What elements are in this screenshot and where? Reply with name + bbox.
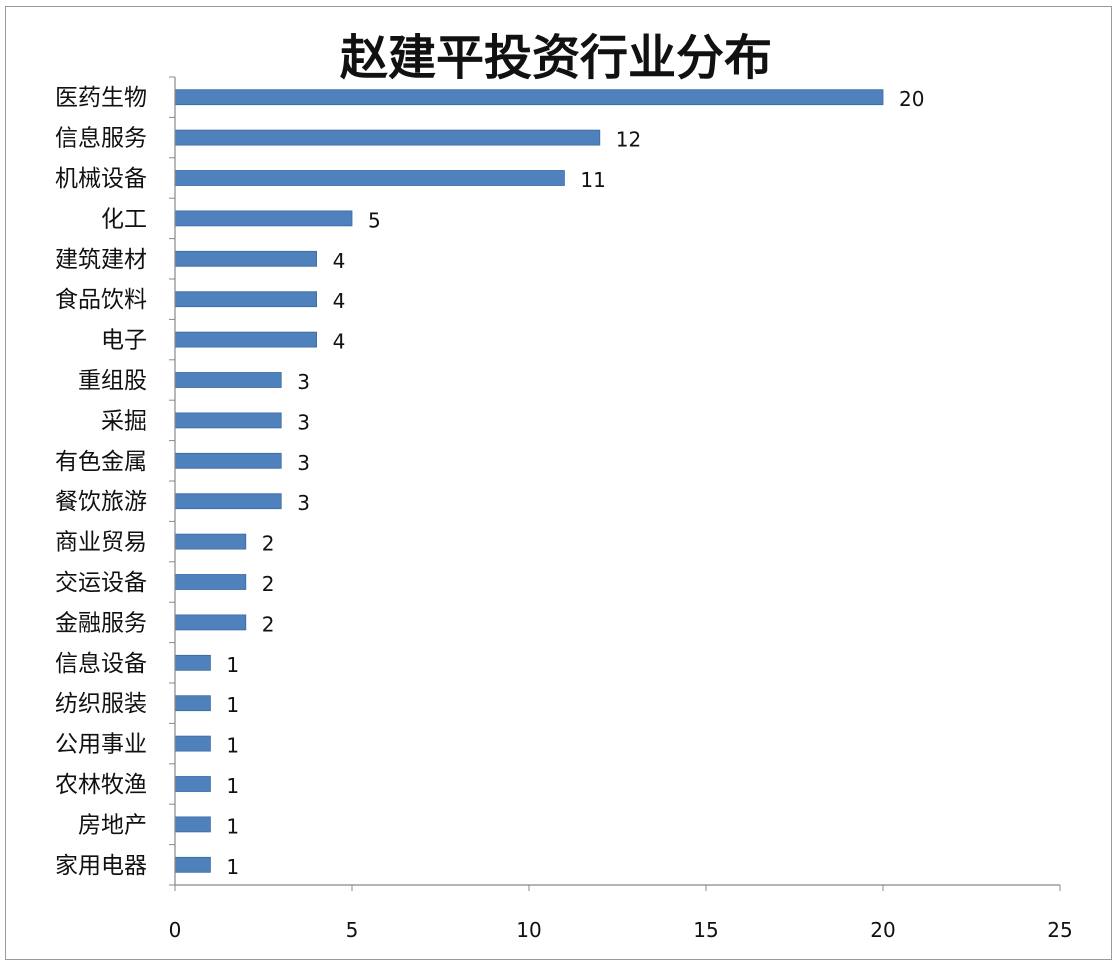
category-label-13: 金融服务 [55,610,147,636]
chart-title: 赵建平投资行业分布 [340,30,772,86]
category-label-4: 建筑建材 [55,247,147,273]
bar-8 [174,412,282,429]
category-label-10: 餐饮旅游 [55,489,147,515]
category-label-14: 信息设备 [55,651,147,677]
bar-10 [174,493,282,510]
bar-12 [174,574,247,590]
data-label-16: 1 [226,734,239,758]
category-label-11: 商业贸易 [55,530,147,556]
data-label-9: 3 [297,451,310,475]
bar-2 [174,170,565,186]
category-label-8: 采掘 [101,408,147,434]
category-label-6: 电子 [101,328,147,354]
data-label-4: 4 [333,249,346,273]
data-label-0: 20 [899,87,924,111]
category-label-16: 公用事业 [55,732,147,758]
x-tick-label-3: 15 [693,918,718,942]
data-label-5: 4 [333,289,346,313]
category-label-17: 农林牧渔 [55,772,147,798]
bar-0 [174,89,884,106]
data-label-1: 12 [616,128,641,152]
category-labels: 医药生物信息服务机械设备化工建筑建材食品饮料电子重组股采掘有色金属餐饮旅游商业贸… [55,85,147,879]
x-tick-label-4: 20 [870,918,895,942]
data-label-10: 3 [297,491,310,515]
data-label-3: 5 [368,208,381,232]
category-label-18: 房地产 [78,812,147,838]
y-axis [169,76,176,886]
bar-5 [174,291,318,308]
category-label-3: 化工 [101,206,147,232]
data-label-6: 4 [333,330,346,354]
data-label-12: 2 [262,572,275,596]
bar-17 [174,776,211,792]
bar-19 [174,856,211,873]
x-tick-label-0: 0 [169,918,182,942]
data-label-19: 1 [226,855,239,879]
category-label-15: 纺织服装 [55,691,147,717]
bar-9 [174,452,282,469]
category-label-12: 交运设备 [55,570,147,596]
data-label-13: 2 [262,612,275,636]
data-label-7: 3 [297,370,310,394]
category-label-7: 重组股 [78,368,147,394]
x-tick-label-5: 25 [1047,918,1072,942]
bar-16 [174,735,211,752]
data-label-17: 1 [226,774,239,798]
data-label-2: 11 [580,168,605,192]
x-tick-label-1: 5 [346,918,359,942]
data-label-14: 1 [226,653,239,677]
bar-7 [174,372,282,388]
bar-14 [174,654,211,671]
bar-3 [174,210,353,227]
data-label-15: 1 [226,693,239,717]
category-label-19: 家用电器 [55,853,147,879]
data-label-8: 3 [297,410,310,434]
data-label-11: 2 [262,532,275,556]
category-label-2: 机械设备 [55,166,147,192]
category-label-1: 信息服务 [55,126,147,152]
bars-group [174,89,884,873]
bar-13 [174,614,247,631]
bar-18 [174,816,211,833]
bar-1 [174,129,601,146]
category-label-9: 有色金属 [55,449,147,475]
bar-6 [174,331,318,348]
bar-4 [174,250,318,267]
data-label-18: 1 [226,814,239,838]
bar-15 [174,695,211,712]
bar-11 [174,533,247,550]
x-tick-label-2: 10 [516,918,541,942]
x-axis: 0 5 10 15 20 25 [169,884,1073,942]
chart-frame [5,6,1112,960]
category-label-5: 食品饮料 [55,287,147,313]
category-label-0: 医药生物 [55,85,147,111]
